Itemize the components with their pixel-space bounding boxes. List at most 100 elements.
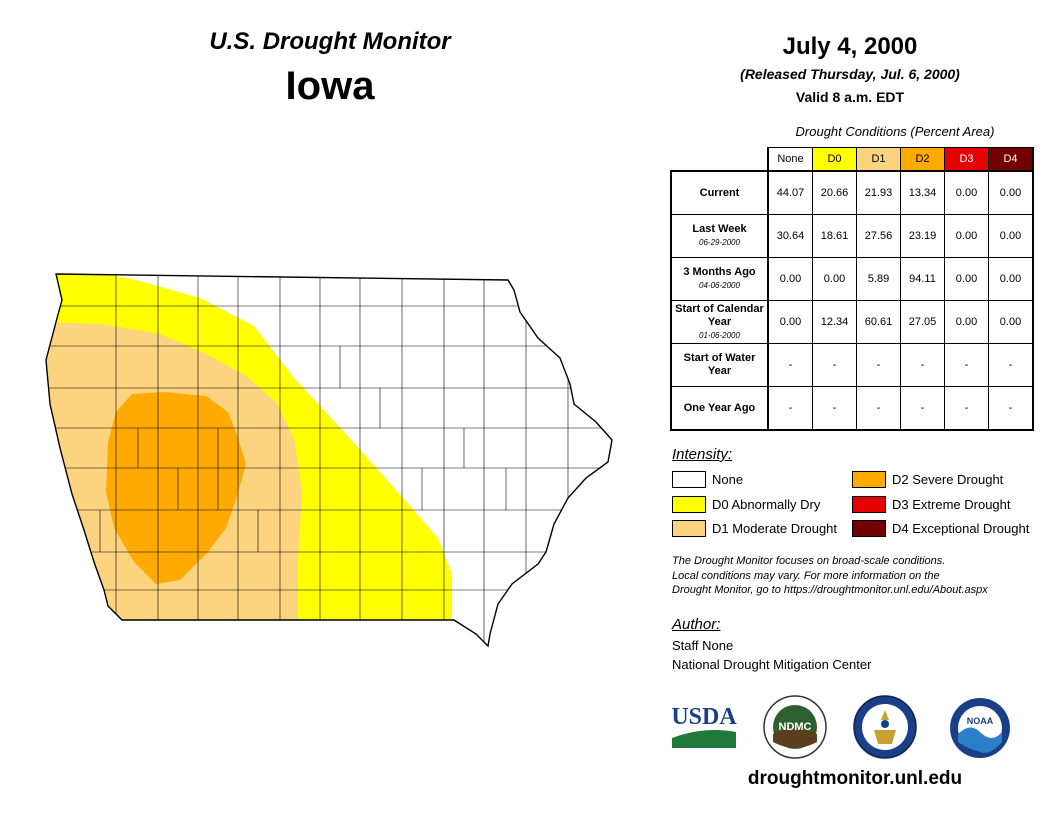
- county-lines: [46, 274, 612, 646]
- table-cell: 0.00: [944, 170, 989, 215]
- row-label: Current: [670, 170, 769, 215]
- iowa-drought-map: [45, 273, 613, 648]
- disclaimer-note: The Drought Monitor focuses on broad-sca…: [672, 554, 1042, 598]
- drought-conditions-table: None D0 D1 D2 D3 D4 Current 44.07 20.66 …: [670, 147, 1034, 431]
- table-cell: -: [856, 343, 901, 387]
- iowa-border: [45, 273, 613, 648]
- legend-item-d1: D1 Moderate Drought: [672, 520, 837, 537]
- table-cell: -: [944, 343, 989, 387]
- legend-swatch: [672, 496, 706, 513]
- table-cell: 0.00: [988, 300, 1034, 344]
- table-cell: 21.93: [856, 170, 901, 215]
- table-cell: 44.07: [767, 170, 813, 215]
- table-row-calendar-year: Start of Calendar Year 01-06-2000 0.00 12…: [670, 300, 1034, 344]
- col-header-d3: D3: [944, 147, 989, 172]
- svg-text:USDA: USDA: [671, 704, 737, 730]
- ndmc-logo: NDMC: [763, 695, 827, 759]
- row-label: 3 Months Ago 04-06-2000: [670, 257, 769, 301]
- legend-item-d4: D4 Exceptional Drought: [852, 520, 1029, 537]
- table-cell: 0.00: [944, 214, 989, 258]
- legend-label: D4 Exceptional Drought: [892, 521, 1030, 536]
- table-caption: Drought Conditions (Percent Area): [795, 124, 995, 139]
- row-label: Start of Calendar Year 01-06-2000: [670, 300, 769, 344]
- valid-time: Valid 8 a.m. EDT: [795, 89, 905, 105]
- website-url[interactable]: droughtmonitor.unl.edu: [747, 768, 963, 789]
- legend-swatch: [672, 471, 706, 488]
- table-row-current: Current 44.07 20.66 21.93 13.34 0.00 0.0…: [670, 170, 1034, 215]
- note-line: Drought Monitor, go to https://droughtmo…: [672, 584, 988, 596]
- legend-item-d3: D3 Extreme Drought: [852, 496, 1011, 513]
- legend-swatch: [852, 471, 886, 488]
- table-cell: 27.56: [856, 214, 901, 258]
- legend-swatch: [852, 520, 886, 537]
- table-cell: 0.00: [944, 300, 989, 344]
- table-cell: -: [767, 386, 813, 431]
- legend-item-d0: D0 Abnormally Dry: [672, 496, 820, 513]
- legend-item-d2: D2 Severe Drought: [852, 471, 1003, 488]
- table-cell: -: [988, 386, 1034, 431]
- table-row-one-year-ago: One Year Ago - - - - - -: [670, 386, 1034, 431]
- col-header-d0: D0: [812, 147, 857, 172]
- legend-swatch: [672, 520, 706, 537]
- col-header-d2: D2: [900, 147, 945, 172]
- legend-label: None: [712, 472, 744, 487]
- note-line: Local conditions may vary. For more info…: [672, 569, 940, 582]
- col-header-d4: D4: [988, 147, 1034, 172]
- table-row-water-year: Start of Water Year - - - - - -: [670, 343, 1034, 387]
- table-cell: 12.34: [812, 300, 857, 344]
- table-cell: 5.89: [856, 257, 901, 301]
- table-cell: -: [812, 386, 857, 431]
- table-cell: 18.61: [812, 214, 857, 258]
- table-cell: 23.19: [900, 214, 945, 258]
- map-date: July 4, 2000: [782, 33, 918, 60]
- table-cell: 0.00: [988, 257, 1034, 301]
- table-cell: -: [900, 343, 945, 387]
- legend-swatch: [852, 496, 886, 513]
- col-header-d1: D1: [856, 147, 901, 172]
- usda-logo: USDA: [671, 704, 737, 748]
- svg-text:NDMC: NDMC: [779, 721, 812, 733]
- release-date: (Released Thursday, Jul. 6, 2000): [740, 66, 960, 82]
- table-cell: 0.00: [988, 170, 1034, 215]
- table-cell: -: [856, 386, 901, 431]
- table-cell: 0.00: [944, 257, 989, 301]
- state-title: Iowa: [285, 64, 375, 108]
- table-cell: 0.00: [812, 257, 857, 301]
- legend-title: Intensity:: [672, 446, 733, 463]
- row-label: Last Week 06-29-2000: [670, 214, 769, 258]
- legend-label: D1 Moderate Drought: [712, 521, 838, 536]
- table-cell: 13.34: [900, 170, 945, 215]
- table-row-last-week: Last Week 06-29-2000 30.64 18.61 27.56 23…: [670, 214, 1034, 258]
- table-cell: -: [988, 343, 1034, 387]
- table-cell: -: [812, 343, 857, 387]
- table-cell: 30.64: [767, 214, 813, 258]
- table-cell: 94.11: [900, 257, 945, 301]
- table-cell: -: [900, 386, 945, 431]
- noaa-logo: NOAA: [950, 698, 1010, 758]
- author-title: Author:: [672, 616, 721, 633]
- table-cell: 0.00: [988, 214, 1034, 258]
- legend-item-none: None: [672, 471, 743, 488]
- d2-area: [106, 392, 246, 584]
- table-cell: -: [767, 343, 813, 387]
- map-supertitle: U.S. Drought Monitor: [209, 28, 451, 55]
- table-cell: 0.00: [767, 300, 813, 344]
- row-label: One Year Ago: [670, 386, 769, 431]
- legend-label: D2 Severe Drought: [892, 472, 1004, 487]
- note-line: The Drought Monitor focuses on broad-sca…: [672, 555, 946, 567]
- commerce-seal-logo: [853, 695, 917, 759]
- svg-text:NOAA: NOAA: [967, 716, 994, 726]
- table-corner: [671, 148, 768, 172]
- table-cell: -: [944, 386, 989, 431]
- legend-label: D3 Extreme Drought: [892, 497, 1011, 512]
- author-name: Staff None: [672, 638, 734, 653]
- table-cell: 60.61: [856, 300, 901, 344]
- table-cell: 0.00: [767, 257, 813, 301]
- legend-label: D0 Abnormally Dry: [712, 497, 821, 512]
- col-header-none: None: [767, 147, 813, 172]
- author-org: National Drought Mitigation Center: [672, 657, 872, 672]
- table-cell: 20.66: [812, 170, 857, 215]
- table-row-3-months: 3 Months Ago 04-06-2000 0.00 0.00 5.89 94…: [670, 257, 1034, 301]
- table-cell: 27.05: [900, 300, 945, 344]
- row-label: Start of Water Year: [670, 343, 769, 387]
